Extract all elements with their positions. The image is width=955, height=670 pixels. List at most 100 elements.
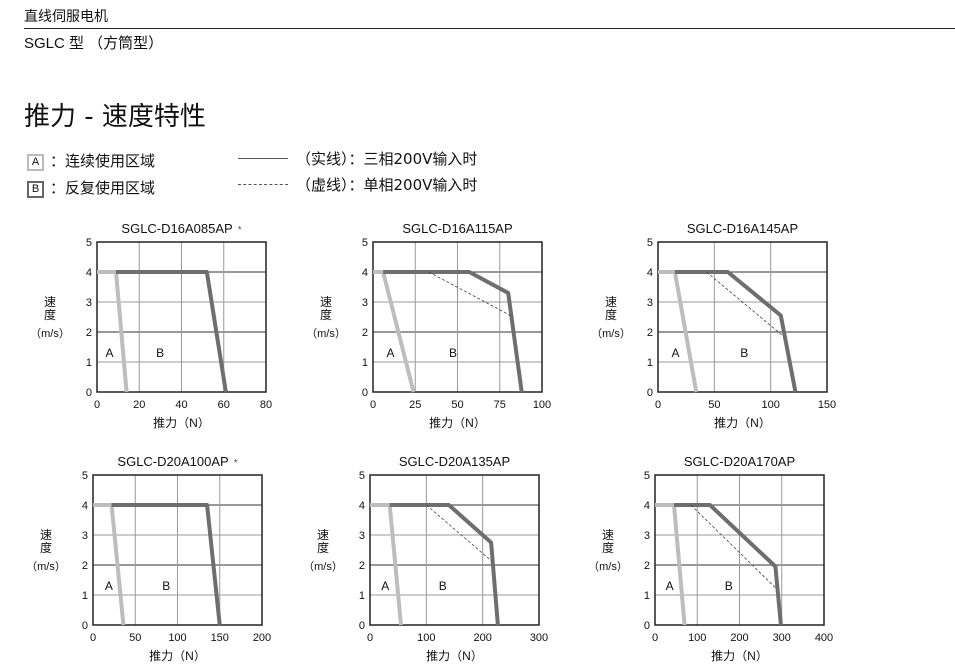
y-tick-label: 4 bbox=[362, 267, 368, 279]
y-tick-label: 3 bbox=[86, 297, 92, 309]
x-tick-label: 200 bbox=[730, 632, 748, 644]
y-tick-label: 0 bbox=[82, 620, 88, 632]
region-label-b: B bbox=[162, 579, 170, 593]
region-label-a: A bbox=[672, 346, 680, 360]
region-label-b: B bbox=[740, 346, 748, 360]
series-line-b bbox=[674, 270, 798, 393]
x-tick-label: 60 bbox=[218, 399, 230, 411]
y-tick-label: 4 bbox=[82, 500, 88, 512]
y-tick-label: 3 bbox=[82, 530, 88, 542]
y-axis-label: 速 bbox=[44, 295, 56, 309]
series-line-b bbox=[674, 503, 783, 626]
legend-region-b: B ：反复使用区域 bbox=[27, 177, 155, 198]
chart-title-note: * bbox=[238, 225, 242, 236]
x-tick-label: 75 bbox=[494, 399, 506, 411]
series-line-dashed bbox=[690, 504, 777, 590]
y-axis-label: 速 bbox=[605, 295, 617, 309]
y-tick-label: 0 bbox=[647, 387, 653, 399]
region-b-label: ：反复使用区域 bbox=[50, 179, 156, 197]
region-label-b: B bbox=[439, 579, 447, 593]
x-tick-label: 0 bbox=[652, 632, 658, 644]
series-line-b bbox=[116, 270, 228, 393]
y-tick-label: 3 bbox=[647, 297, 653, 309]
x-tick-label: 150 bbox=[211, 632, 229, 644]
category-header: 直线伺服电机 bbox=[24, 9, 108, 25]
x-tick-label: 400 bbox=[815, 632, 833, 644]
y-tick-label: 5 bbox=[359, 470, 365, 482]
chart-title: SGLC-D16A145AP bbox=[687, 221, 798, 236]
x-tick-label: 200 bbox=[253, 632, 271, 644]
y-axis-label: 速 bbox=[40, 528, 52, 542]
y-axis-unit: （m/s） bbox=[303, 560, 343, 573]
chart-title-note: * bbox=[234, 458, 238, 469]
region-label-a: A bbox=[381, 579, 389, 593]
chart-title: SGLC-D20A100AP * bbox=[117, 454, 237, 469]
x-tick-label: 100 bbox=[688, 632, 706, 644]
x-tick-label: 100 bbox=[168, 632, 186, 644]
chart-sglc-d20a170ap: 0 1 2 3 4 5 0 100 200 300 400 A B SGLC-D20A170AP 推力（N）… bbox=[588, 454, 833, 663]
series-line-dashed bbox=[426, 504, 494, 563]
x-tick-label: 50 bbox=[451, 399, 463, 411]
y-axis-label: 度 bbox=[320, 307, 332, 322]
legend-solid-line: （实线）：三相200V输入时 bbox=[238, 148, 477, 169]
x-tick-label: 100 bbox=[533, 399, 551, 411]
y-axis-label: 速 bbox=[320, 295, 332, 309]
y-tick-label: 0 bbox=[362, 387, 368, 399]
solid-line-label: （实线）：三相200V输入时 bbox=[296, 150, 478, 168]
y-tick-label: 5 bbox=[86, 237, 92, 249]
x-tick-label: 40 bbox=[175, 399, 187, 411]
x-tick-label: 50 bbox=[708, 399, 720, 411]
y-tick-label: 5 bbox=[362, 237, 368, 249]
x-tick-label: 150 bbox=[818, 399, 836, 411]
y-tick-label: 0 bbox=[359, 620, 365, 632]
y-tick-label: 2 bbox=[644, 560, 650, 572]
y-axis-label: 度 bbox=[317, 540, 329, 555]
y-tick-label: 4 bbox=[644, 500, 650, 512]
x-tick-label: 0 bbox=[370, 399, 376, 411]
y-tick-label: 0 bbox=[644, 620, 650, 632]
x-tick-label: 200 bbox=[473, 632, 491, 644]
y-tick-label: 5 bbox=[644, 470, 650, 482]
y-tick-label: 1 bbox=[362, 357, 368, 369]
region-label-a: A bbox=[666, 579, 674, 593]
y-axis-unit: （m/s） bbox=[306, 327, 346, 340]
x-axis-label: 推力（N） bbox=[153, 416, 210, 430]
y-tick-label: 4 bbox=[647, 267, 653, 279]
x-axis-label: 推力（N） bbox=[714, 416, 771, 430]
y-axis-label: 速 bbox=[602, 528, 614, 542]
y-tick-label: 2 bbox=[82, 560, 88, 572]
series-line-b bbox=[111, 503, 222, 626]
region-a-key: A bbox=[27, 154, 44, 171]
region-b-key: B bbox=[27, 181, 44, 198]
y-tick-label: 3 bbox=[362, 297, 368, 309]
y-tick-label: 1 bbox=[82, 590, 88, 602]
x-tick-label: 50 bbox=[129, 632, 141, 644]
x-tick-label: 0 bbox=[90, 632, 96, 644]
x-tick-label: 0 bbox=[367, 632, 373, 644]
dashed-line-label: （虚线）：单相200V输入时 bbox=[296, 176, 478, 194]
y-tick-label: 4 bbox=[359, 500, 365, 512]
y-tick-label: 3 bbox=[644, 530, 650, 542]
solid-line-swatch bbox=[238, 158, 288, 159]
chart-sglc-d20a135ap: 0 1 2 3 4 5 0 100 200 300 A B SGLC-D20A135AP 推力（N） 速度 （… bbox=[303, 454, 548, 663]
region-label-a: A bbox=[387, 346, 395, 360]
y-axis-label: 度 bbox=[44, 307, 56, 322]
y-axis-label: 度 bbox=[605, 307, 617, 322]
region-a-label: ：连续使用区域 bbox=[50, 152, 156, 170]
x-tick-label: 300 bbox=[773, 632, 791, 644]
y-tick-label: 5 bbox=[82, 470, 88, 482]
y-axis-unit: （m/s） bbox=[591, 327, 631, 340]
dashed-line-swatch bbox=[238, 184, 288, 185]
series-line-dashed bbox=[428, 271, 514, 318]
y-axis-label: 度 bbox=[602, 540, 614, 555]
y-axis-unit: （m/s） bbox=[588, 560, 628, 573]
chart-title: SGLC-D20A170AP bbox=[684, 454, 795, 469]
x-tick-label: 0 bbox=[655, 399, 661, 411]
page-title: 推力 - 速度特性 bbox=[24, 102, 206, 132]
plot-frame bbox=[96, 241, 267, 393]
x-axis-label: 推力（N） bbox=[711, 649, 768, 663]
x-axis-label: 推力（N） bbox=[426, 649, 483, 663]
region-label-b: B bbox=[449, 346, 457, 360]
